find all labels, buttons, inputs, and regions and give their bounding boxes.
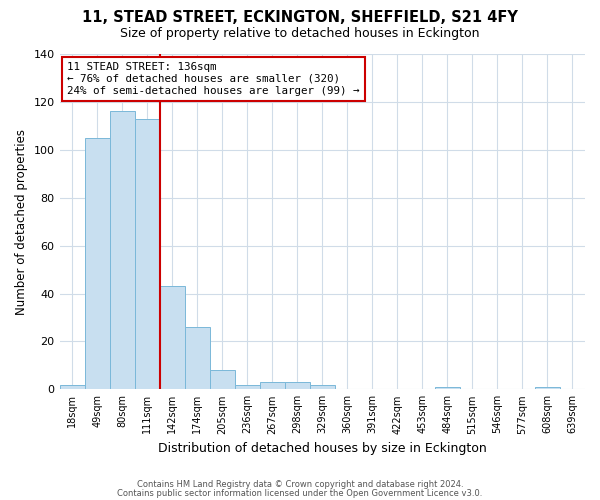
Text: Contains public sector information licensed under the Open Government Licence v3: Contains public sector information licen… (118, 489, 482, 498)
Bar (535, 387, 560, 390)
Bar (260, 382, 285, 390)
Bar (310, 384, 335, 390)
Bar (85, 138, 110, 390)
Bar (134, 118, 160, 390)
Text: 11 STEAD STREET: 136sqm
← 76% of detached houses are smaller (320)
24% of semi-d: 11 STEAD STREET: 136sqm ← 76% of detache… (67, 62, 360, 96)
Y-axis label: Number of detached properties: Number of detached properties (15, 128, 28, 314)
Bar (209, 370, 235, 390)
X-axis label: Distribution of detached houses by size in Eckington: Distribution of detached houses by size … (158, 442, 487, 455)
Text: Size of property relative to detached houses in Eckington: Size of property relative to detached ho… (120, 28, 480, 40)
Bar (110, 112, 134, 390)
Text: Contains HM Land Registry data © Crown copyright and database right 2024.: Contains HM Land Registry data © Crown c… (137, 480, 463, 489)
Bar (235, 384, 260, 390)
Text: 11, STEAD STREET, ECKINGTON, SHEFFIELD, S21 4FY: 11, STEAD STREET, ECKINGTON, SHEFFIELD, … (82, 10, 518, 25)
Bar (285, 382, 310, 390)
Bar (185, 327, 209, 390)
Bar (160, 286, 185, 390)
Bar (435, 387, 460, 390)
Bar (59, 384, 85, 390)
